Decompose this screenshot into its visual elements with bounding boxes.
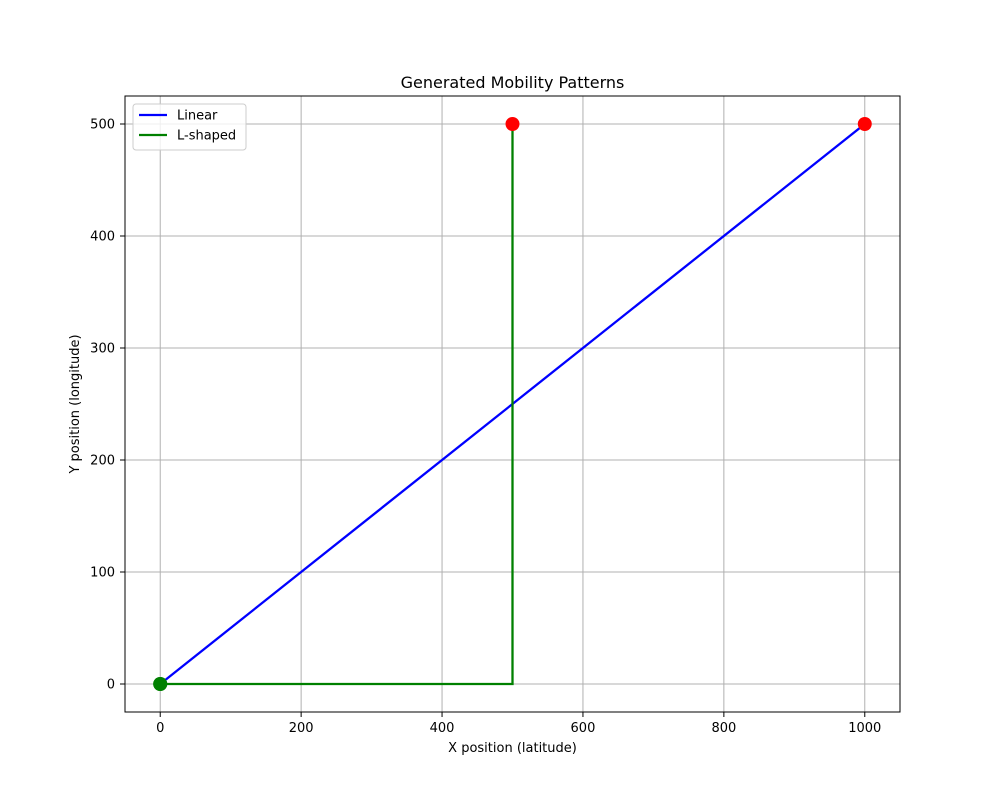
y-tick-label: 400 (90, 230, 115, 245)
end-point-marker (857, 117, 872, 131)
legend: Linear L-shaped (132, 103, 247, 151)
y-axis-label: Y position (longitude) (68, 334, 83, 474)
x-tick-label: 0 (156, 721, 164, 736)
x-tick-label: 200 (289, 721, 314, 736)
x-tick-label: 400 (430, 721, 455, 736)
marker-layer (153, 117, 872, 691)
x-tick-label: 1000 (848, 721, 881, 736)
x-tick-label: 600 (571, 721, 596, 736)
x-axis-label: X position (latitude) (448, 741, 577, 756)
y-tick-label: 300 (90, 342, 115, 357)
legend-label: L-shaped (177, 129, 236, 144)
chart-title: Generated Mobility Patterns (401, 73, 625, 92)
y-tick-label: 200 (90, 454, 115, 469)
y-tick-label: 100 (90, 566, 115, 581)
end-point-marker (505, 117, 520, 131)
y-tick-label: 0 (107, 678, 115, 693)
legend-label: Linear (177, 109, 218, 124)
series-line-l-shaped (160, 124, 514, 686)
y-tick-label: 500 (90, 118, 115, 133)
series-layer (159, 123, 866, 686)
x-tick-label: 800 (711, 721, 736, 736)
start-point-marker (153, 677, 168, 691)
plot-frame (124, 95, 901, 713)
tick-layer: 0 200 400 600 800 1000 0 100 200 300 400 500 (90, 118, 881, 737)
